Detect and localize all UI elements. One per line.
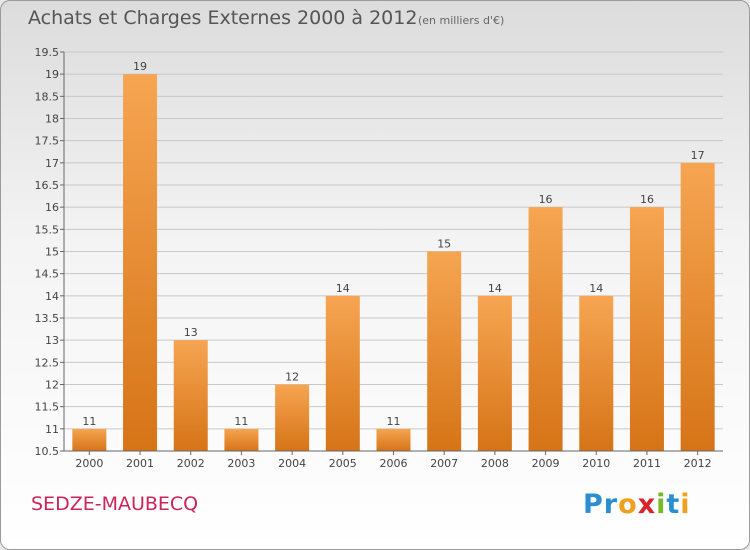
y-tick-label: 14 <box>45 290 59 303</box>
x-tick-label: 2006 <box>380 457 408 470</box>
bar-2005 <box>325 295 360 451</box>
bar-2009 <box>528 207 563 451</box>
y-tick-label: 18.5 <box>35 90 60 103</box>
data-label: 17 <box>691 149 705 162</box>
y-tick-label: 10.5 <box>35 445 60 458</box>
data-label: 12 <box>285 371 299 384</box>
brand-letter: r <box>603 489 619 520</box>
y-tick-label: 16.5 <box>35 179 60 192</box>
data-label: 11 <box>82 415 96 428</box>
y-tick-label: 11 <box>45 423 59 436</box>
data-label: 16 <box>640 193 654 206</box>
data-label: 14 <box>488 282 502 295</box>
brand-logo: Proxiti <box>583 489 691 520</box>
y-tick-label: 18 <box>45 113 59 126</box>
bar-2011 <box>629 207 664 451</box>
y-tick-label: 12 <box>45 379 59 392</box>
data-label: 11 <box>234 415 248 428</box>
data-label: 19 <box>133 60 147 73</box>
location-name: SEDZE-MAUBECQ <box>31 493 199 515</box>
x-tick-label: 2003 <box>227 457 255 470</box>
brand-letter: i <box>680 489 691 520</box>
y-tick-label: 19.5 <box>35 46 60 59</box>
bar-2002 <box>173 340 208 451</box>
y-tick-label: 13.5 <box>35 312 60 325</box>
y-tick-label: 15 <box>45 246 59 259</box>
x-tick-label: 2010 <box>582 457 610 470</box>
bar-2004 <box>275 384 310 451</box>
x-tick-label: 2008 <box>481 457 509 470</box>
grid-lines <box>64 51 723 452</box>
brand-letter: x <box>637 489 657 520</box>
data-label: 16 <box>539 193 553 206</box>
data-label: 15 <box>437 238 451 251</box>
y-tick-label: 14.5 <box>35 268 60 281</box>
y-tick-label: 15.5 <box>35 223 60 236</box>
x-tick-label: 2012 <box>684 457 712 470</box>
y-tick-label: 16 <box>45 201 59 214</box>
bar-2006 <box>376 428 411 451</box>
bar-2007 <box>427 251 462 451</box>
brand-letter: o <box>618 489 638 520</box>
axes <box>63 52 723 452</box>
bar-2008 <box>477 295 512 451</box>
bar-2003 <box>224 428 259 451</box>
y-tick-label: 12.5 <box>35 356 60 369</box>
y-tick-label: 13 <box>45 334 59 347</box>
x-tick-label: 2007 <box>430 457 458 470</box>
data-label: 14 <box>589 282 603 295</box>
y-axis-ticks: 10.5 11 11.5 12 12.5 13 13.5 14 14.5 15 15.5 16 16.5… <box>35 46 64 458</box>
x-tick-label: 2005 <box>329 457 357 470</box>
bar-2000 <box>72 428 107 451</box>
x-tick-label: 2001 <box>126 457 154 470</box>
data-label: 13 <box>184 326 198 339</box>
bar-2001 <box>123 74 158 452</box>
brand-letter: i <box>656 489 667 520</box>
y-tick-label: 17 <box>45 157 59 170</box>
data-label: 11 <box>387 415 401 428</box>
x-axis-ticks: 2000 2001 2002 2003 2004 2005 2006 2007 2008 2009… <box>75 451 712 470</box>
bar-2010 <box>579 295 614 451</box>
bar-2012 <box>680 162 715 452</box>
brand-letter: P <box>583 489 604 520</box>
bars <box>72 74 715 452</box>
chart-subtitle: (en milliers d'€) <box>418 14 505 27</box>
y-tick-label: 17.5 <box>35 135 60 148</box>
data-label: 14 <box>336 282 350 295</box>
brand-letter: t <box>666 489 681 520</box>
y-tick-label: 19 <box>45 68 59 81</box>
x-tick-label: 2000 <box>75 457 103 470</box>
chart-title: Achats et Charges Externes 2000 à 2012 <box>28 7 418 29</box>
x-tick-label: 2004 <box>278 457 306 470</box>
x-tick-label: 2009 <box>532 457 560 470</box>
x-tick-label: 2002 <box>177 457 205 470</box>
y-tick-label: 11.5 <box>35 401 60 414</box>
x-tick-label: 2011 <box>633 457 661 470</box>
data-labels: 11 19 13 11 12 14 11 15 14 16 14 16 17 <box>82 60 704 428</box>
